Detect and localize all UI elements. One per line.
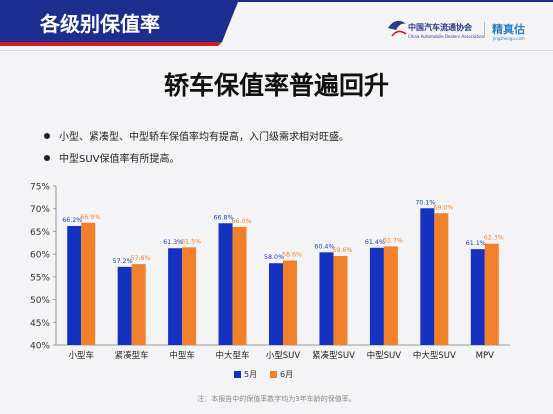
data-label-may: 61.3% <box>163 239 183 246</box>
data-label-may: 66.2% <box>62 217 82 224</box>
bar-june <box>232 226 247 345</box>
data-label-may: 61.4% <box>365 239 385 246</box>
legend-swatch-may <box>234 371 241 378</box>
data-label-june: 69.0% <box>433 204 453 211</box>
bar-june <box>182 247 197 345</box>
y-tick-label: 75% <box>30 183 50 193</box>
bar-may <box>470 249 485 345</box>
bullet-item-1: 小型、紧凑型、中型轿车保值率均有提高，入门级需求相对旺盛。 <box>44 128 349 143</box>
cada-logo-icon <box>388 20 407 37</box>
x-tick-label: 小型SUV <box>266 350 301 361</box>
legend-label-may: 5月 <box>244 370 257 379</box>
y-tick-label: 50% <box>30 296 50 306</box>
data-label-june: 62.3% <box>484 235 504 242</box>
headline: 轿车保值率普遍回升 <box>163 71 389 100</box>
bar-may <box>168 248 183 345</box>
x-tick-label: 中型SUV <box>367 350 402 361</box>
bar-june <box>81 222 96 345</box>
bar-may <box>420 208 435 345</box>
bullet-dot-icon <box>44 133 50 139</box>
bar-may <box>218 223 233 345</box>
jingzhengu-logo-name: 精真估 <box>492 23 525 36</box>
bar-may <box>67 225 82 345</box>
data-label-june: 66.0% <box>232 218 252 225</box>
bar-june <box>131 264 146 345</box>
y-tick-label: 45% <box>30 319 50 329</box>
y-tick-label: 70% <box>30 205 50 215</box>
x-tick-label: 中型车 <box>169 350 195 361</box>
y-tick-label: 40% <box>30 342 50 352</box>
footnote: 注：本报告中的保值率数字均为3年车龄的保值率。 <box>197 395 356 403</box>
data-label-may: 60.4% <box>314 243 334 250</box>
top-rule <box>0 0 553 2</box>
bar-may <box>269 263 283 345</box>
data-label-june: 57.8% <box>131 255 151 262</box>
jingzhengu-logo-subtitle: jingzhengu.com <box>493 36 525 41</box>
bar-june <box>484 243 499 345</box>
bar-june <box>383 246 398 345</box>
x-tick-label: 小型车 <box>68 350 94 361</box>
cada-logo-name: 中国汽车流通协会 <box>408 23 472 32</box>
x-tick-label: MPV <box>476 351 494 361</box>
bullet-dot-icon <box>44 155 50 161</box>
bullet-text-2: 中型SUV保值率有所提高。 <box>59 154 180 165</box>
bar-may <box>319 252 334 345</box>
bullet-text-1: 小型、紧凑型、中型轿车保值率均有提高，入门级需求相对旺盛。 <box>59 132 349 143</box>
bar-june <box>434 213 449 345</box>
data-label-may: 57.2% <box>113 258 133 265</box>
header-divider <box>0 50 553 51</box>
data-label-may: 66.8% <box>214 214 234 221</box>
data-label-may: 58.0% <box>264 254 284 261</box>
page-title: 各级别保值率 <box>40 12 160 36</box>
y-tick-label: 55% <box>30 273 50 283</box>
x-tick-label: 中大型车 <box>216 350 250 361</box>
bullet-item-2: 中型SUV保值率有所提高。 <box>44 150 180 165</box>
legend-label-june: 6月 <box>280 370 293 379</box>
legend-swatch-june <box>270 371 277 378</box>
bar-june <box>333 255 348 345</box>
bar-june <box>283 260 297 345</box>
bar-may <box>369 247 384 345</box>
y-tick-label: 65% <box>30 228 50 238</box>
x-tick-label: 紧凑型车 <box>115 350 149 361</box>
logo-divider <box>484 22 485 38</box>
title-banner <box>0 2 238 42</box>
cada-logo-subtitle: China Automobile Dealers Association <box>408 34 485 39</box>
data-label-june: 66.9% <box>80 214 100 221</box>
data-label-may: 61.1% <box>466 240 486 247</box>
data-label-may: 70.1% <box>415 199 435 206</box>
title-banner-accent <box>0 42 222 46</box>
data-label-june: 61.7% <box>383 237 403 244</box>
y-tick-label: 60% <box>30 251 50 261</box>
bar-may <box>117 266 132 345</box>
data-label-june: 59.6% <box>332 247 352 254</box>
x-tick-label: 中大型SUV <box>413 350 456 361</box>
data-label-june: 58.6% <box>282 252 302 259</box>
x-tick-label: 紧凑型SUV <box>312 350 355 361</box>
data-label-june: 61.5% <box>181 238 201 245</box>
